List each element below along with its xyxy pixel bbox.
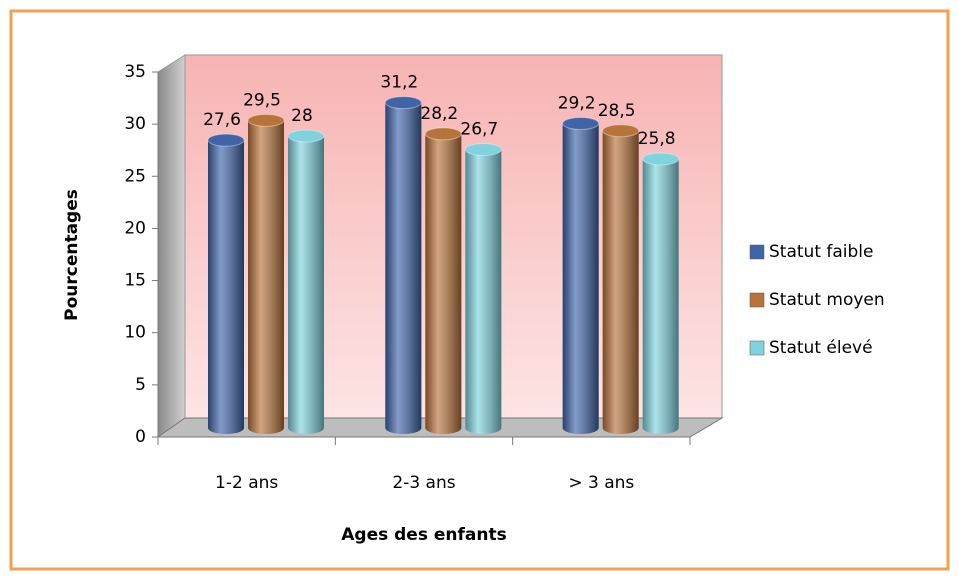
legend-swatch [749, 244, 765, 260]
y-tick-label: 35 [124, 62, 146, 82]
bar-shading [288, 130, 324, 434]
data-label: 29,5 [243, 90, 281, 110]
y-tick-label: 15 [124, 271, 146, 291]
legend-label: Statut moyen [769, 290, 885, 310]
bar-shading [642, 152, 679, 434]
y-tick-label: 0 [135, 427, 146, 447]
y-axis-title: Pourcentages [62, 189, 82, 321]
bar-shading [208, 134, 244, 434]
bar-top [247, 113, 285, 127]
bar-shading [385, 96, 422, 435]
bar-top [384, 96, 422, 110]
data-label: 25,8 [638, 129, 676, 149]
data-label: 28 [291, 106, 313, 126]
x-tick-label: > 3 ans [568, 473, 634, 493]
data-label: 29,2 [558, 93, 596, 113]
side-wall [157, 54, 186, 438]
bar-shading [465, 143, 502, 435]
y-tick-label: 5 [135, 375, 146, 395]
legend-label: Statut faible [769, 242, 873, 262]
legend-swatch [749, 340, 765, 356]
y-tick-label: 25 [124, 166, 146, 186]
data-label: 26,7 [460, 120, 498, 140]
data-label: 28,5 [598, 101, 636, 121]
bar-top [602, 124, 640, 138]
legend-swatch [749, 292, 765, 308]
bar-shading [562, 117, 599, 434]
bar-shading [248, 114, 284, 434]
x-axis-title: Ages des enfants [341, 525, 506, 545]
bar-top [562, 116, 600, 130]
bar-top [464, 143, 502, 157]
bar-top [424, 127, 462, 141]
x-tick-label: 1-2 ans [215, 473, 278, 493]
bar-shading [425, 127, 462, 434]
bar-shading [602, 124, 639, 435]
data-label: 28,2 [420, 104, 458, 124]
bar-top [642, 152, 680, 166]
legend-label: Statut élevé [769, 338, 873, 358]
bar-top [207, 133, 245, 147]
bar-top [287, 129, 325, 143]
y-tick-label: 20 [124, 218, 146, 238]
y-tick-label: 10 [124, 323, 146, 343]
data-label: 27,6 [203, 110, 241, 130]
y-tick-label: 30 [124, 114, 146, 134]
data-label: 31,2 [380, 73, 418, 93]
x-tick-label: 2-3 ans [392, 473, 455, 493]
